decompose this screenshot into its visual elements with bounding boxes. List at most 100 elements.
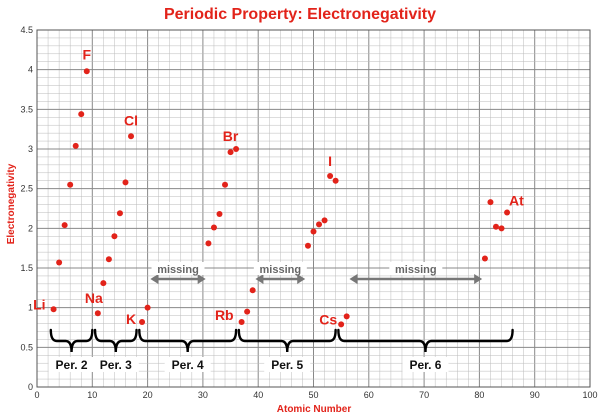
x-tick-label: 70 xyxy=(419,390,429,400)
period-label-bg xyxy=(164,357,211,372)
period-label: Per. 5 xyxy=(271,358,303,372)
data-point xyxy=(105,256,112,263)
y-tick-label: 2.5 xyxy=(20,184,33,194)
element-labels: Li F Na Cl K Br Rb I Cs At xyxy=(33,46,524,327)
data-point xyxy=(205,240,212,247)
data-point xyxy=(310,228,317,235)
chart-title: Periodic Property: Electronegativity xyxy=(164,6,436,23)
data-point xyxy=(492,223,499,230)
period-label-bg xyxy=(48,357,95,372)
data-point xyxy=(316,221,323,228)
data-point xyxy=(487,199,494,206)
period-label: Per. 3 xyxy=(100,358,132,372)
data-points xyxy=(50,68,511,328)
missing-label-bg xyxy=(253,262,307,275)
element-label: I xyxy=(328,153,332,169)
x-tick-label: 40 xyxy=(253,390,263,400)
data-point xyxy=(50,306,57,313)
y-tick-label: 3 xyxy=(28,144,33,154)
data-point xyxy=(56,259,63,266)
missing-label: missing xyxy=(395,264,437,276)
period-brace xyxy=(237,328,337,353)
data-point xyxy=(481,255,488,262)
element-label: F xyxy=(82,46,91,62)
period-label-bg xyxy=(92,357,139,372)
element-label: Na xyxy=(85,290,103,306)
data-point xyxy=(83,68,90,75)
grid xyxy=(36,29,591,388)
data-point xyxy=(216,211,223,218)
missing-label-bg xyxy=(389,262,443,275)
data-point xyxy=(122,179,129,186)
y-tick-label: 0 xyxy=(28,382,33,392)
axis-ticks: 0 10 20 30 40 50 60 70 80 90 100 0 0.5 1 1.5 2 2.5 3 3.5 4 4… xyxy=(20,25,597,400)
x-tick-label: 90 xyxy=(530,390,540,400)
x-tick-label: 20 xyxy=(143,390,153,400)
period-label-bg xyxy=(402,357,449,372)
x-tick-label: 100 xyxy=(582,390,597,400)
missing-arrow-head-left xyxy=(150,274,159,284)
missing-arrow-head-right xyxy=(297,274,306,284)
period-label: Per. 2 xyxy=(56,358,88,372)
x-tick-label: 60 xyxy=(364,390,374,400)
data-point xyxy=(238,318,245,325)
y-tick-label: 1.5 xyxy=(20,263,33,273)
data-point xyxy=(321,217,328,224)
missing-arrow-head-right xyxy=(474,274,483,284)
period-brace xyxy=(337,328,514,353)
element-label: Br xyxy=(223,128,239,144)
data-point xyxy=(72,142,79,149)
period-annotations: Per. 2 Per. 3 Per. 4 Per. 5 Per. 6 missing mis… xyxy=(48,262,514,372)
y-axis-label: Electronegativity xyxy=(6,163,17,244)
x-tick-label: 50 xyxy=(308,390,318,400)
missing-arrow-head-left xyxy=(349,274,358,284)
element-label: K xyxy=(126,311,136,327)
y-tick-label: 1 xyxy=(28,303,33,313)
period-label: Per. 4 xyxy=(172,358,204,372)
x-tick-label: 10 xyxy=(87,390,97,400)
period-brace xyxy=(49,328,94,353)
element-label: Li xyxy=(33,296,45,312)
missing-label-bg xyxy=(151,262,205,275)
data-point xyxy=(498,225,505,232)
period-label: Per. 6 xyxy=(409,358,441,372)
y-tick-label: 2 xyxy=(28,223,33,233)
x-tick-label: 30 xyxy=(198,390,208,400)
x-tick-label: 80 xyxy=(474,390,484,400)
element-label: At xyxy=(509,192,524,208)
data-point xyxy=(144,304,151,311)
missing-arrow-head-left xyxy=(255,274,264,284)
missing-label: missing xyxy=(260,264,302,276)
data-point xyxy=(233,146,240,152)
y-tick-label: 3.5 xyxy=(20,104,33,114)
data-point xyxy=(78,111,85,118)
data-point xyxy=(67,181,74,188)
period-label-bg xyxy=(264,357,311,372)
data-point xyxy=(338,321,345,328)
missing-arrow-head-right xyxy=(197,274,206,284)
element-label: Cs xyxy=(319,311,337,327)
data-point xyxy=(61,222,68,229)
data-point xyxy=(139,318,146,325)
element-label: Cl xyxy=(124,112,138,128)
data-point xyxy=(94,310,101,317)
data-point xyxy=(332,177,339,184)
data-point xyxy=(210,224,217,231)
data-point xyxy=(116,210,123,217)
period-brace xyxy=(93,328,138,353)
data-point xyxy=(304,242,311,249)
element-label: Rb xyxy=(215,307,234,323)
data-point xyxy=(504,209,511,216)
period-brace xyxy=(138,328,238,353)
data-point xyxy=(244,308,251,315)
data-point xyxy=(327,172,334,179)
x-axis-label: Atomic Number xyxy=(277,404,352,415)
missing-label: missing xyxy=(157,264,199,276)
data-point xyxy=(249,287,256,294)
x-tick-label: 0 xyxy=(34,390,39,400)
data-point xyxy=(111,233,118,240)
y-tick-label: 4.5 xyxy=(20,25,33,35)
y-tick-label: 4 xyxy=(28,65,33,75)
y-tick-label: 0.5 xyxy=(20,342,33,352)
